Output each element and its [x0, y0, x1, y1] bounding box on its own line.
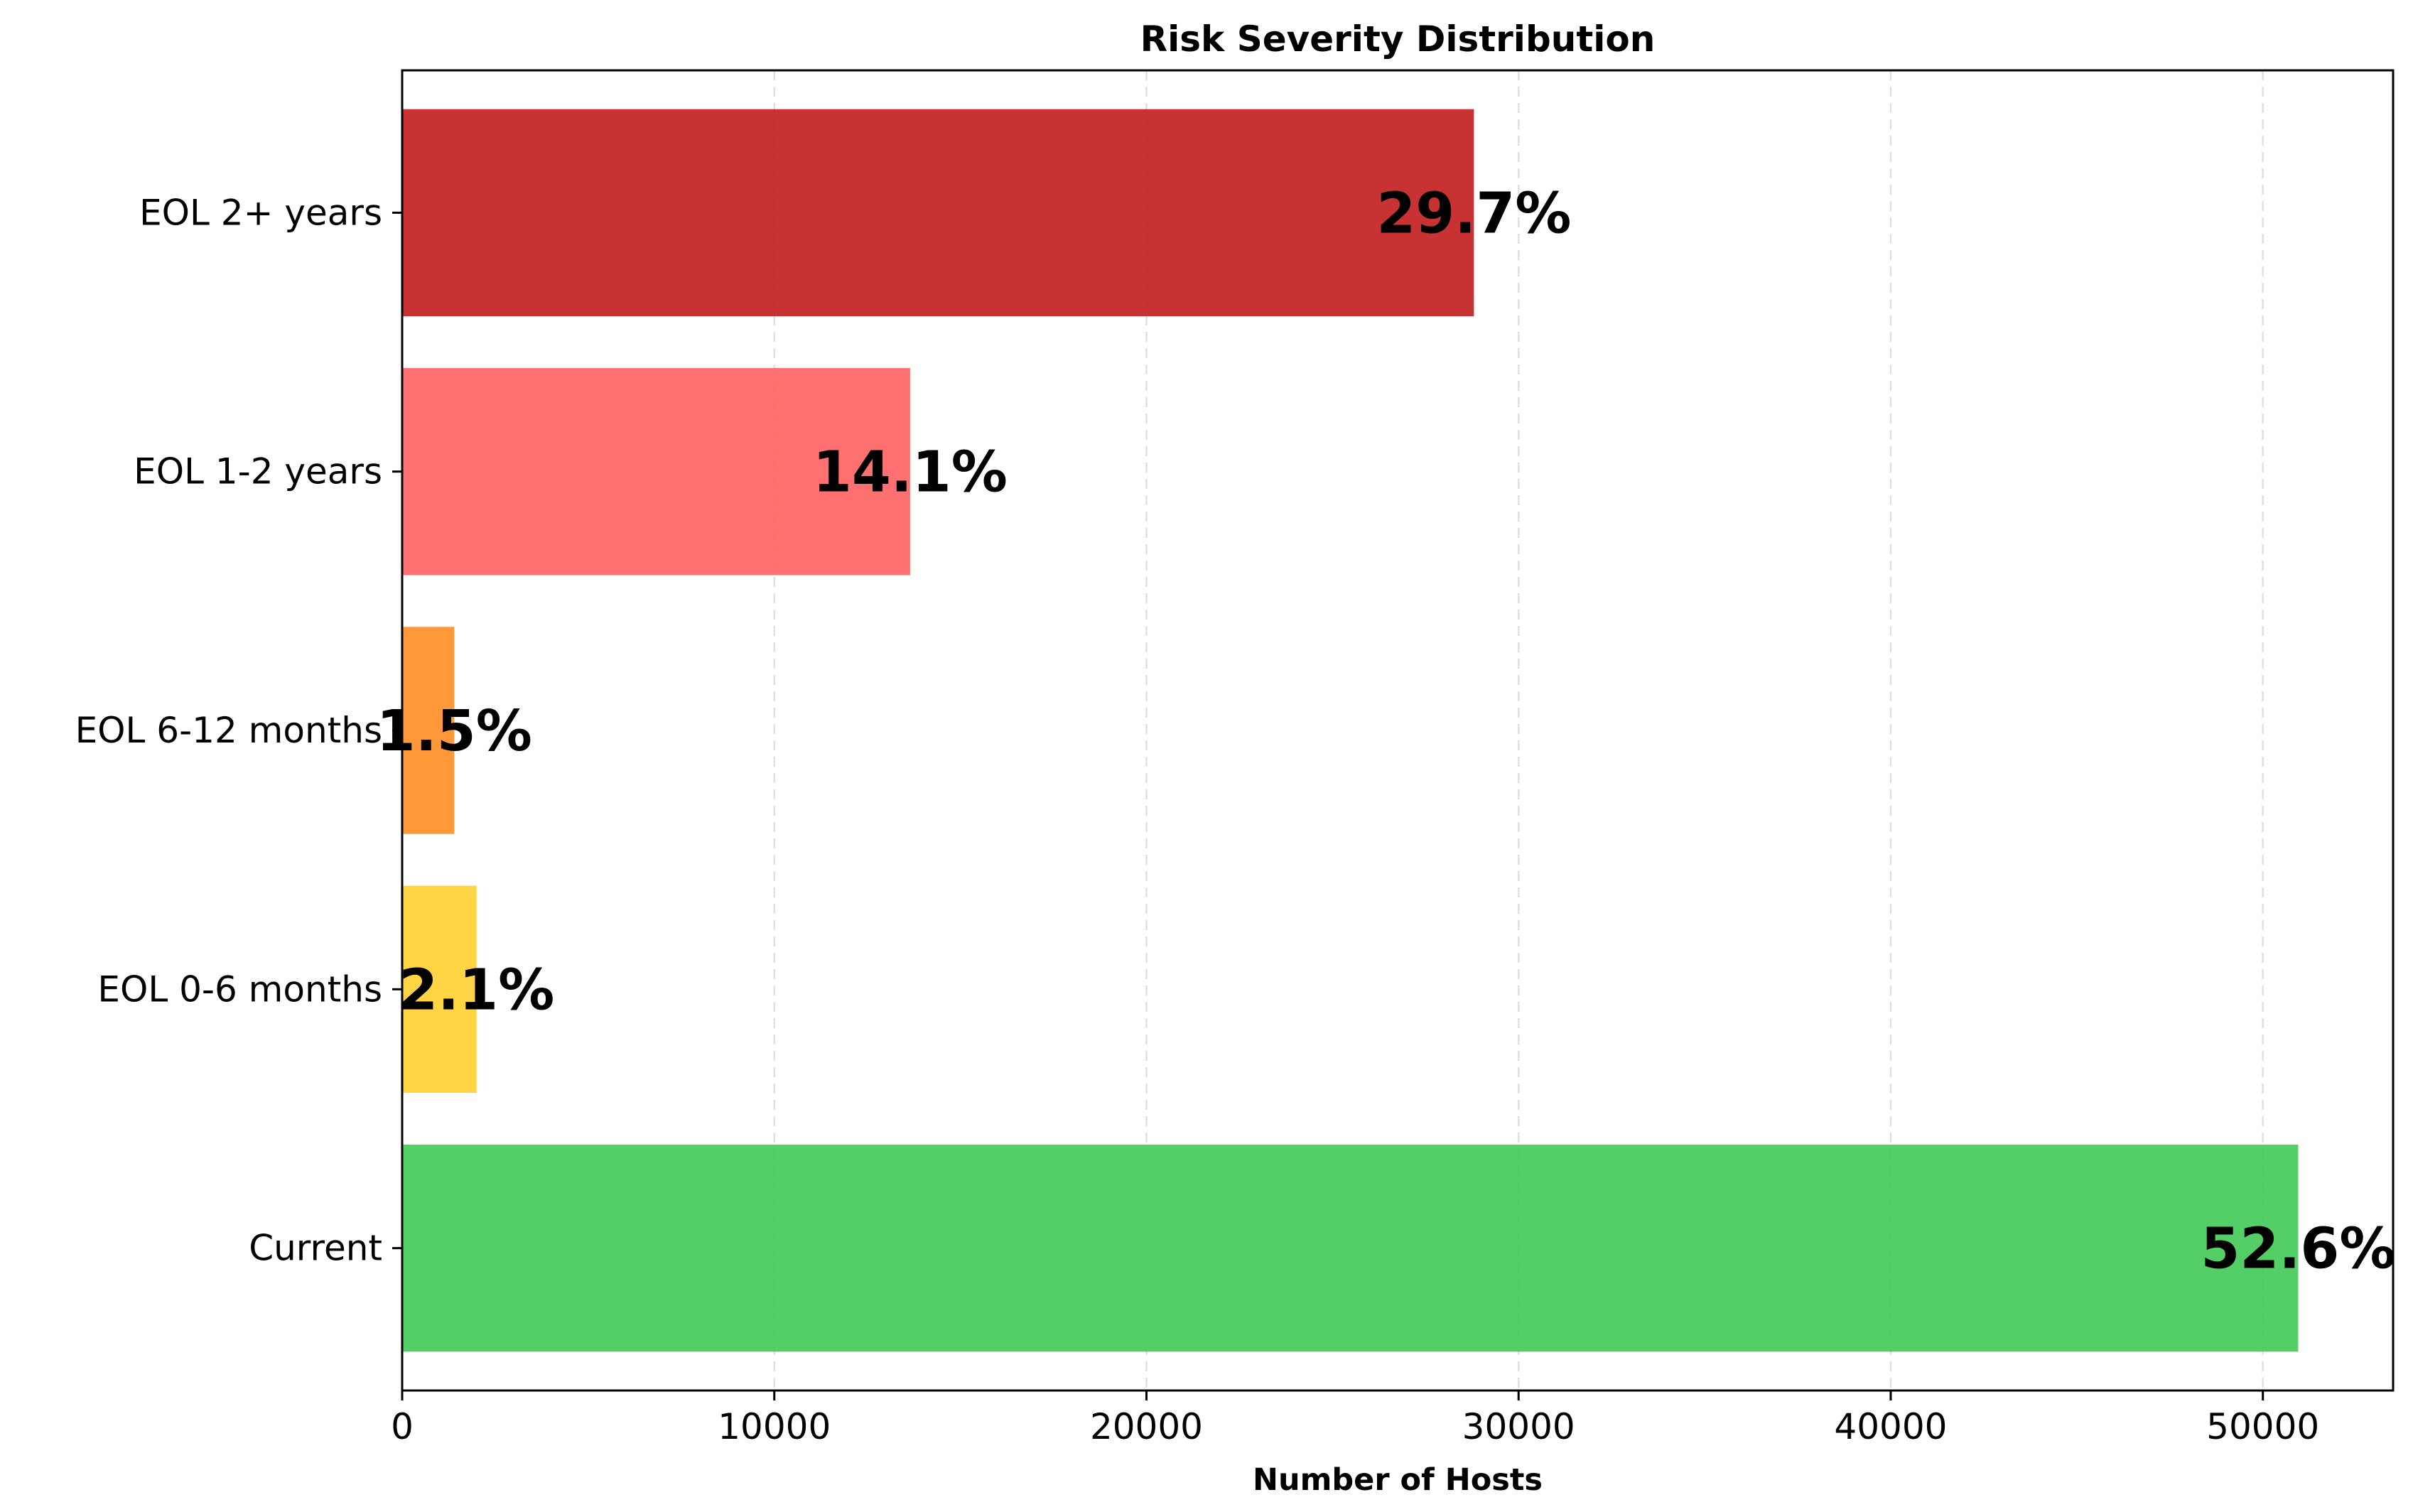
y-tick-label: EOL 0-6 months: [97, 968, 382, 1010]
bar-value-label: 1.5%: [377, 698, 532, 764]
bar: [402, 109, 1474, 317]
data-labels: 52.6% 2.1% 1.5% 14.1% 29.7%: [377, 180, 2396, 1281]
x-tick-label: 50000: [2206, 1406, 2319, 1447]
y-tick-label: Current: [249, 1228, 382, 1269]
bar: [402, 1144, 2299, 1352]
axis-ticks: 0 10000 20000 30000 40000 50000 Current EOL 0-6…: [75, 192, 2320, 1447]
x-tick-label: 0: [391, 1406, 414, 1447]
x-tick-label: 40000: [1834, 1406, 1947, 1447]
x-axis-label: Number of Hosts: [1253, 1462, 1543, 1498]
bar-value-label: 52.6%: [2201, 1216, 2395, 1282]
x-tick-label: 20000: [1090, 1406, 1203, 1447]
bar: [402, 367, 910, 576]
bar-value-label: 2.1%: [399, 957, 554, 1022]
y-tick-label: EOL 6-12 months: [75, 710, 382, 751]
bar-value-label: 14.1%: [813, 440, 1008, 505]
chart-title: Risk Severity Distribution: [1140, 18, 1656, 60]
x-tick-label: 10000: [718, 1406, 831, 1447]
bar: [402, 885, 477, 1094]
y-tick-label: EOL 1-2 years: [134, 451, 382, 492]
y-tick-label: EOL 2+ years: [139, 192, 382, 233]
bar-value-label: 29.7%: [1376, 180, 1571, 246]
bars: [402, 109, 2299, 1352]
bar: [402, 627, 455, 834]
x-tick-label: 30000: [1462, 1406, 1575, 1447]
